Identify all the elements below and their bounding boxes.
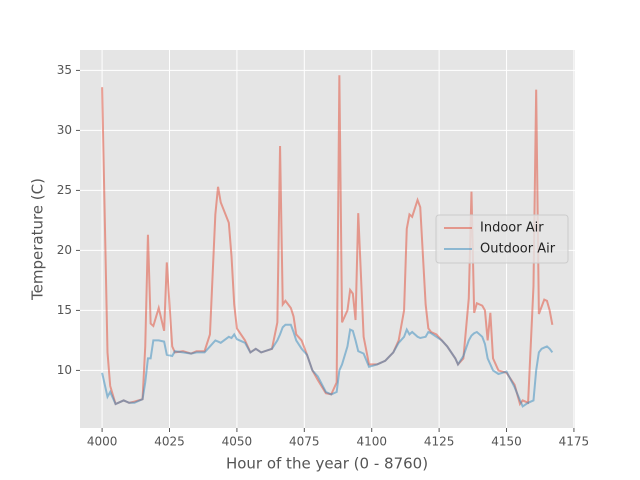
x-tick-label: 4050 [222,435,253,449]
y-tick-label: 30 [57,123,72,137]
x-tick-label: 4150 [491,435,522,449]
series-line [101,323,554,408]
x-tick-label: 4125 [424,435,455,449]
x-tick-label: 4175 [559,435,590,449]
x-tick-label: 4100 [356,435,387,449]
legend-label: Indoor Air [480,221,544,236]
y-axis-label: Temperature (C) [29,178,47,301]
x-axis-label: Hour of the year (0 - 8760) [226,455,428,473]
y-tick-label: 35 [57,63,72,77]
y-tick-label: 20 [57,243,72,257]
y-tick-label: 15 [57,303,72,317]
x-tick-label: 4025 [154,435,185,449]
y-tick-label: 10 [57,363,72,377]
legend-label: Outdoor Air [480,242,556,257]
x-tick-label: 4000 [87,435,118,449]
y-tick-label: 25 [57,183,72,197]
x-tick-label: 4075 [289,435,320,449]
